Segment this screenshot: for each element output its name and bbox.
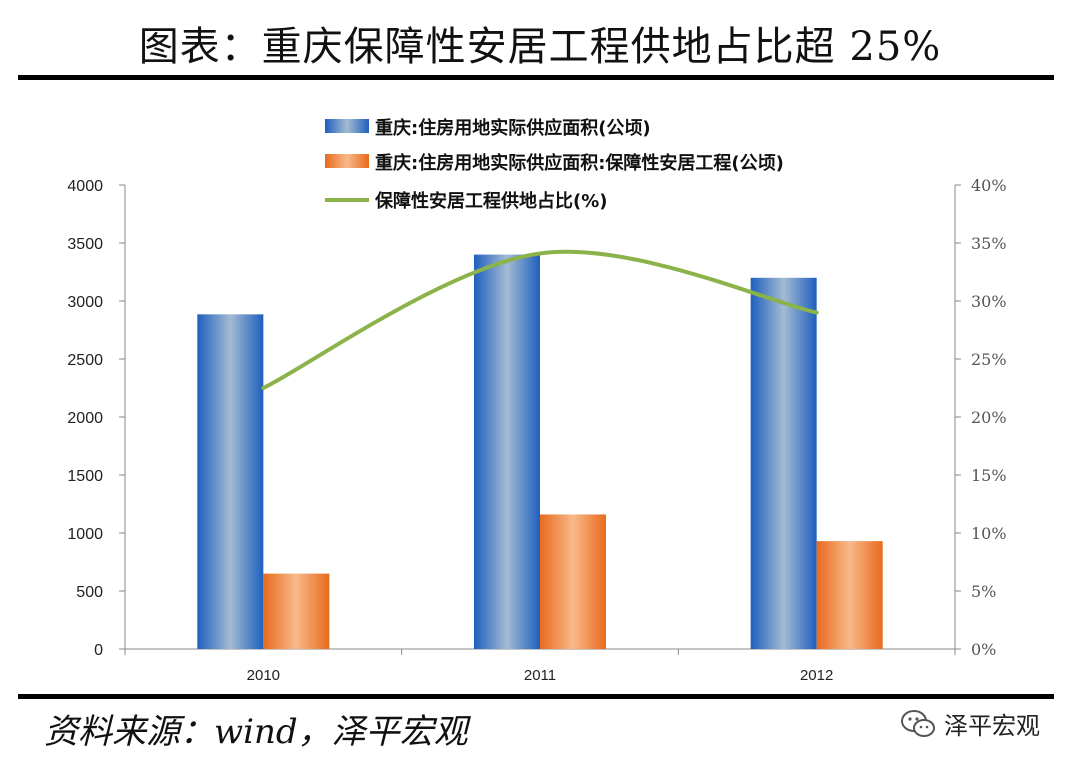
- right-tick-label: 25%: [971, 350, 1007, 369]
- bottom-rule: [18, 694, 1054, 699]
- brand-name: 泽平宏观: [944, 712, 1040, 740]
- x-tick-label: 2010: [247, 667, 280, 684]
- share-line: [261, 249, 819, 390]
- brand-mark: 泽平宏观: [900, 706, 1040, 741]
- bar-total-supply: [197, 314, 264, 649]
- bar-total-supply: [750, 277, 817, 649]
- right-tick-label: 0%: [971, 640, 996, 659]
- legend-label: 重庆:住房用地实际供应面积(公顷): [375, 117, 651, 139]
- x-tick-label: 2011: [524, 667, 556, 684]
- legend-label: 重庆:住房用地实际供应面积:保障性安居工程(公顷): [375, 152, 784, 174]
- right-tick-label: 40%: [971, 176, 1007, 195]
- x-tick-label: 2012: [800, 667, 833, 684]
- bar-affordable-housing: [540, 514, 606, 649]
- legend-swatch-affordable: [325, 154, 369, 168]
- source-note: 资料来源：wind，泽平宏观: [44, 712, 468, 752]
- left-tick-label: 3500: [67, 236, 103, 253]
- left-tick-label: 3000: [67, 294, 103, 311]
- left-tick-label: 1000: [67, 526, 103, 543]
- left-tick-label: 2000: [67, 410, 103, 427]
- left-tick-label: 0: [94, 642, 103, 659]
- bar-total-supply: [474, 254, 540, 649]
- bar-affordable-housing: [816, 541, 883, 649]
- right-tick-label: 5%: [971, 582, 996, 601]
- left-tick-label: 4000: [67, 178, 103, 195]
- wechat-icon: [901, 709, 935, 737]
- chart-title: 图表：重庆保障性安居工程供地占比超 25%: [138, 24, 942, 70]
- left-tick-label: 1500: [67, 468, 103, 485]
- right-tick-label: 30%: [971, 292, 1007, 311]
- bar-affordable-housing: [263, 573, 330, 649]
- right-tick-label: 10%: [971, 524, 1007, 543]
- right-tick-label: 35%: [971, 234, 1007, 253]
- top-rule: [18, 75, 1054, 80]
- right-tick-label: 15%: [971, 466, 1007, 485]
- left-tick-label: 500: [76, 584, 103, 601]
- right-tick-label: 20%: [971, 408, 1007, 427]
- legend-swatch-total: [325, 119, 369, 133]
- legend-label: 保障性安居工程供地占比(%): [374, 190, 608, 212]
- left-tick-label: 2500: [67, 352, 103, 369]
